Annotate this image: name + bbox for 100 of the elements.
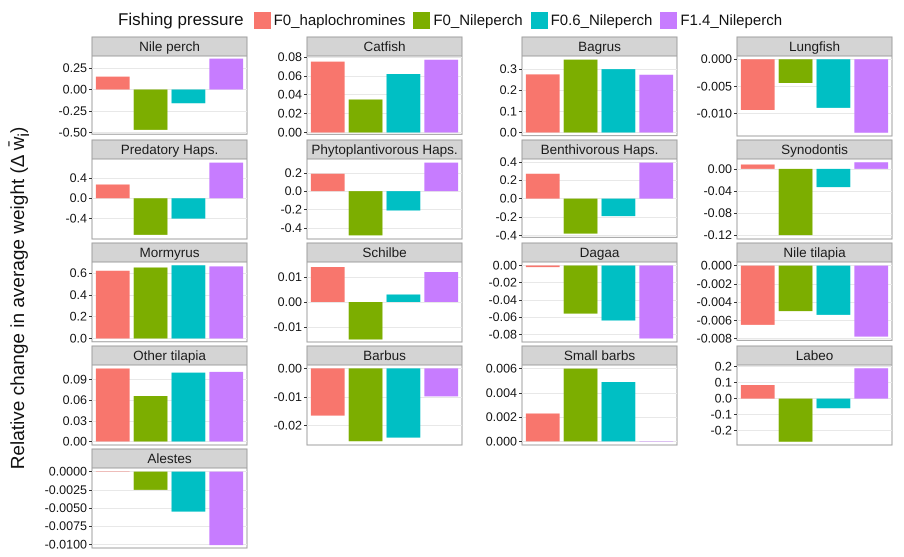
bar	[639, 74, 674, 132]
bar	[310, 62, 345, 132]
chart-title: Labeo	[796, 348, 834, 363]
bar	[854, 368, 888, 399]
y-tick-label: -0.0025	[44, 482, 88, 497]
chart-title: Alestes	[147, 451, 192, 466]
bar	[386, 294, 420, 302]
y-tick-label: -0.02	[274, 418, 302, 433]
bar	[639, 162, 674, 199]
bar	[602, 198, 636, 216]
y-tick-label: 0.4	[70, 170, 88, 185]
chart-title: Synodontis	[781, 142, 848, 157]
y-tick-label: 0.2	[500, 173, 518, 188]
y-tick-label: -0.4	[495, 228, 518, 242]
bar	[778, 398, 812, 442]
chart-title: Small barbs	[564, 348, 636, 363]
chart-title: Mormyrus	[140, 245, 200, 260]
bar	[816, 398, 850, 408]
y-tick-label: -0.2	[495, 210, 518, 224]
bar	[854, 162, 888, 169]
y-tick-label: 0.00	[492, 258, 518, 272]
y-tick-label: -0.02	[488, 276, 518, 290]
chart-title: Predatory Haps.	[120, 142, 218, 157]
y-tick-label: -0.0075	[44, 519, 88, 534]
legend-title: Fishing pressure	[118, 10, 244, 30]
y-tick-label: 0.1	[500, 104, 518, 118]
bar	[526, 413, 560, 442]
chart-title: Bagrus	[578, 39, 622, 54]
bar	[310, 174, 345, 192]
legend-label: F1.4_Nileperch	[680, 12, 782, 28]
y-tick-label: 0.0	[70, 191, 88, 206]
y-tick-label: 0.0	[284, 184, 302, 198]
y-tick-label: 0.2	[714, 360, 732, 374]
y-tick-label: 0.00	[708, 162, 732, 176]
y-tick-label: 0.00	[62, 82, 88, 97]
bar	[740, 164, 775, 169]
chart-title: Nile tilapia	[783, 245, 846, 260]
bar	[564, 368, 598, 442]
y-tick-label: 0.000	[700, 258, 732, 273]
y-tick-label: 0.0	[70, 332, 88, 346]
y-tick-label: 0.00	[62, 434, 88, 448]
chart-title: Barbus	[363, 348, 406, 363]
bar	[134, 198, 168, 235]
bar	[172, 90, 206, 104]
y-tick-label: 0.08	[278, 50, 302, 64]
y-tick-label: -0.4	[280, 220, 302, 235]
bar	[816, 168, 850, 188]
bar	[209, 162, 244, 198]
y-tick-label: 0.09	[62, 372, 88, 386]
bar	[424, 162, 458, 192]
chart-title: Other tilapia	[133, 348, 206, 363]
bar	[348, 302, 382, 340]
bar	[310, 267, 345, 302]
bar	[134, 90, 168, 130]
y-tick-label: -0.1	[710, 408, 732, 422]
y-tick-label: 0.04	[278, 88, 302, 102]
y-tick-label: -0.04	[488, 292, 518, 307]
y-tick-label: 0.0	[500, 126, 518, 140]
y-tick-label: -0.4	[65, 212, 88, 226]
y-tick-label: -0.010	[696, 106, 732, 120]
y-tick-label: 0.2	[284, 166, 302, 180]
y-tick-label: 0.3	[500, 62, 518, 76]
y-tick-label: 0.00	[278, 361, 302, 376]
y-tick-label: 0.2	[70, 310, 88, 324]
y-tick-label: -0.002	[696, 276, 732, 291]
y-tick-label: -0.12	[704, 228, 732, 242]
chart-title: Benthivorous Haps.	[540, 142, 658, 157]
legend-label: F0.6_Nileperch	[550, 12, 652, 28]
bar	[96, 76, 130, 90]
chart-title: Dagaa	[580, 245, 620, 260]
bar	[564, 198, 598, 234]
y-tick-label: 0.0000	[48, 464, 88, 479]
y-tick-label: 0.0	[500, 192, 518, 206]
y-tick-label: -0.0050	[44, 501, 88, 515]
y-tick-label: -0.01	[274, 320, 302, 334]
y-tick-label: 0.000	[486, 434, 518, 448]
bar	[740, 385, 775, 399]
bar	[564, 60, 598, 132]
y-tick-label: -0.005	[696, 79, 732, 94]
y-tick-label: 0.00	[278, 295, 302, 309]
bar	[386, 74, 420, 132]
bar	[172, 198, 206, 219]
y-tick-label: -0.004	[696, 295, 732, 310]
legend-label: F0_haplochromines	[274, 12, 406, 28]
bar	[526, 174, 560, 199]
y-tick-label: 0.4	[500, 154, 518, 169]
bar	[209, 372, 244, 442]
y-tick-label: -0.06	[488, 310, 518, 324]
bar	[209, 58, 244, 90]
y-tick-label: 0.25	[62, 61, 88, 76]
y-tick-label: 0.6	[70, 266, 88, 280]
y-tick-label: 0.2	[500, 83, 518, 98]
bar	[602, 69, 636, 132]
y-tick-label: 0.006	[486, 362, 518, 376]
y-tick-label: -0.006	[696, 313, 732, 328]
bar	[778, 168, 812, 236]
y-tick-label: 0.06	[278, 68, 302, 83]
y-tick-label: -0.04	[704, 184, 732, 198]
y-tick-label: 0.000	[700, 52, 732, 66]
y-tick-label: 0.02	[278, 106, 302, 121]
